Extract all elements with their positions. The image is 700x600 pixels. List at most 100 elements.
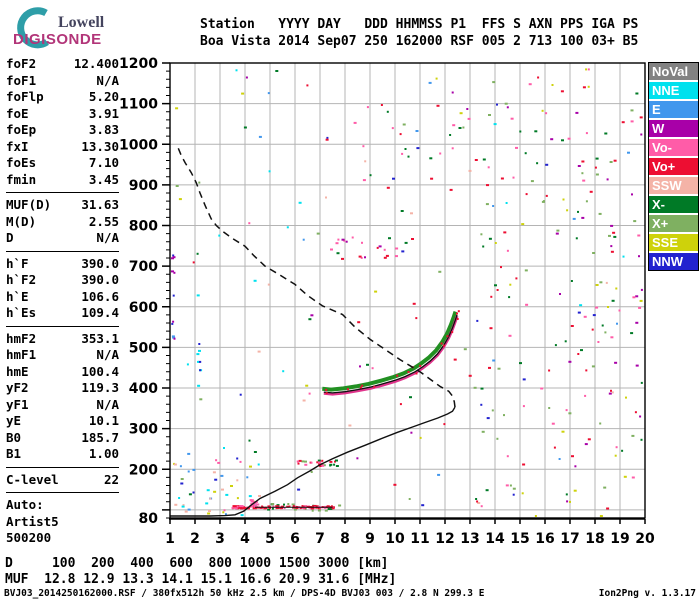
echo-dot-right-dense (604, 132, 608, 135)
echo-dot-right-dense (585, 369, 588, 372)
param-row: h`Es 109.4 (6, 305, 119, 322)
echo-dot-background (635, 295, 639, 298)
echo-dot-background (198, 349, 201, 352)
echo-dot-background (482, 158, 486, 161)
echo-dot-background (402, 123, 406, 126)
echo-dot-right-dense (575, 111, 579, 114)
echo-dot-es-green-specks (271, 507, 274, 510)
echo-dot-es-lead (239, 505, 242, 508)
param-label: C-level (6, 471, 59, 487)
echo-dot-right-dense (632, 296, 636, 299)
echo-dot-background (599, 515, 603, 517)
echo-dot-background (639, 116, 643, 119)
legend-item-nnw: NNW (649, 253, 698, 270)
echo-dot-background (404, 241, 408, 244)
echo-dot-es-cusp (252, 503, 256, 506)
echo-dot-top-mid (362, 179, 366, 182)
echo-dot-right-dense (613, 159, 617, 162)
param-label: h`F (6, 255, 29, 271)
echo-dot-f2-second-hop (376, 246, 379, 249)
param-label: D (6, 230, 14, 245)
legend-item-nne: NNE (649, 82, 698, 99)
echo-dot-background (236, 479, 239, 482)
echo-dot-background (496, 103, 498, 106)
echo-dot-mid-right (515, 277, 518, 280)
echo-dot-background (522, 378, 526, 381)
y-tick-label: 1200 (119, 56, 158, 72)
panel-divider (6, 325, 119, 327)
echo-dot-background (180, 478, 184, 480)
echo-dot-background (362, 145, 365, 148)
legend-item-noval: NoVal (649, 63, 698, 80)
echo-dot-top-mid (380, 104, 383, 106)
param-value: 12.400 (73, 56, 119, 71)
echo-dot-mid-right (496, 289, 499, 291)
echo-dot-f2-second-hop (364, 256, 366, 259)
echo-dot-es-core (246, 507, 250, 510)
param-row: fmin 3.45 (6, 172, 119, 189)
echo-dot-mid-right (524, 152, 527, 155)
echo-dot-es-core (283, 507, 286, 510)
echo-dot-es-second-hop (334, 460, 336, 463)
echo-dot-background (192, 261, 195, 264)
legend-item-x: X- (649, 196, 698, 213)
param-row: 500200 (6, 530, 119, 547)
echo-dot-mid-right (491, 409, 494, 412)
echo-dot-background (186, 363, 189, 366)
echo-dot-bottom-left (173, 463, 177, 466)
echo-dot-background (482, 245, 485, 248)
echo-dot-bottom-left (178, 497, 181, 499)
echo-dot-right-dense (601, 324, 604, 327)
echo-dot-es-second-hop (322, 464, 326, 467)
footer-file-info: BVJ03_2014250162000.RSF / 380fx512h 50 k… (4, 588, 485, 599)
param-row: foF2 12.400 (6, 56, 119, 73)
echo-dot-f2-second-hop (335, 242, 339, 245)
param-row: yE 10.1 (6, 413, 119, 430)
echo-dot-es-second-hop (298, 459, 302, 462)
echo-dot-es-cusp (253, 505, 257, 508)
echo-dot-right-dense (614, 454, 617, 457)
echo-dot-background (310, 471, 313, 473)
echo-dot-mid-right (530, 180, 534, 183)
echo-dot-right-dense (637, 234, 641, 237)
echo-dot-left-column (172, 256, 176, 259)
echo-dot-background (356, 457, 359, 460)
echo-dot-background (302, 399, 306, 402)
y-tick-label: 80 (139, 511, 159, 527)
f2-trace-speck (359, 386, 362, 389)
f2-trace-speck (456, 318, 459, 320)
echo-dot-top-mid (366, 106, 369, 109)
echo-dot-background (408, 498, 411, 500)
echo-dot-mid-right (512, 487, 516, 490)
echo-dot-background (467, 117, 471, 120)
param-label: foF2 (6, 56, 37, 71)
echo-dot-background (486, 417, 490, 420)
echo-dot-right-dense (623, 475, 627, 478)
echo-dot-mid-right (494, 284, 497, 287)
echo-dot-right-dense (562, 198, 565, 201)
echo-dot-background (409, 396, 412, 399)
echo-dot-mid-right (500, 177, 504, 180)
echo-dot-es-lead (238, 506, 242, 509)
echo-dot-es-cusp (249, 499, 252, 502)
echo-dot-right-dense (607, 306, 609, 308)
echo-dot-background (492, 205, 495, 207)
echo-dot-es-core (286, 505, 290, 508)
echo-dot-right-dense (612, 231, 616, 234)
echo-dot-bottom-left (212, 471, 216, 474)
echo-dot-left-column (172, 320, 175, 323)
echo-dot-bottom-left (209, 497, 212, 500)
echo-dot-bottom-left (205, 502, 209, 505)
echo-dot-f2-second-hop (395, 247, 399, 250)
echo-dot-background (439, 152, 442, 155)
echo-dot-right-dense (570, 280, 573, 282)
echo-dot-background (474, 159, 478, 161)
echo-dot-es-core (231, 506, 234, 509)
echo-dot-mid-right (480, 233, 483, 236)
param-label: foE (6, 105, 29, 121)
echo-dot-background (416, 147, 420, 150)
echo-dot-f2-second-hop (337, 238, 340, 241)
logo-text-digisonde: DIGISONDE (13, 31, 102, 48)
echo-dot-background (298, 201, 302, 204)
echo-dot-background (282, 370, 285, 373)
